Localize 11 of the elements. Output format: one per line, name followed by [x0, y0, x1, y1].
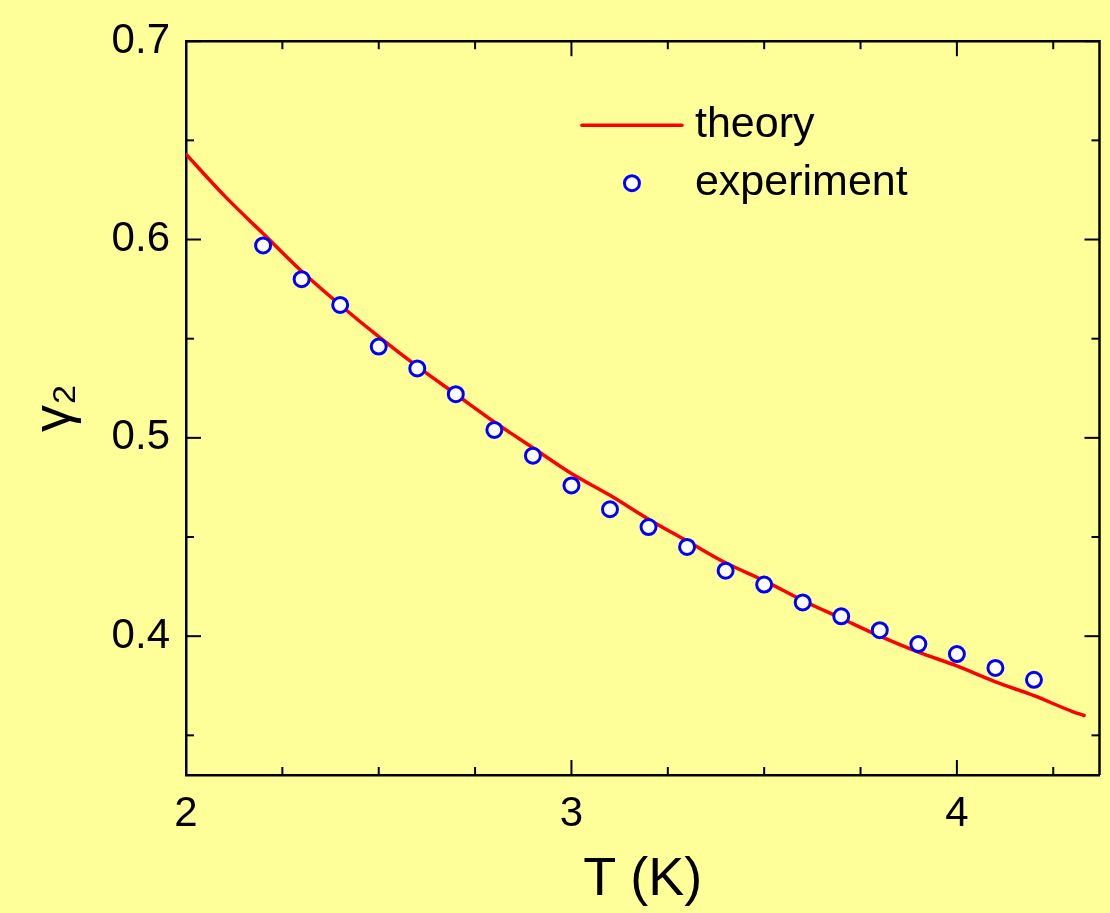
legend-label: theory: [694, 98, 815, 147]
legend-label: experiment: [694, 156, 908, 205]
y-tick-label: 0.6: [111, 213, 170, 261]
x-axis-title: T (K): [583, 845, 703, 906]
x-tick-label: 3: [559, 787, 584, 835]
y-tick-label: 0.7: [111, 14, 170, 62]
y-axis-title: γ₂: [20, 384, 81, 433]
y-tick-label: 0.4: [111, 609, 170, 657]
x-tick-label: 2: [174, 787, 198, 835]
x-tick-label: 4: [945, 787, 969, 835]
y-tick-label: 0.5: [111, 411, 170, 459]
